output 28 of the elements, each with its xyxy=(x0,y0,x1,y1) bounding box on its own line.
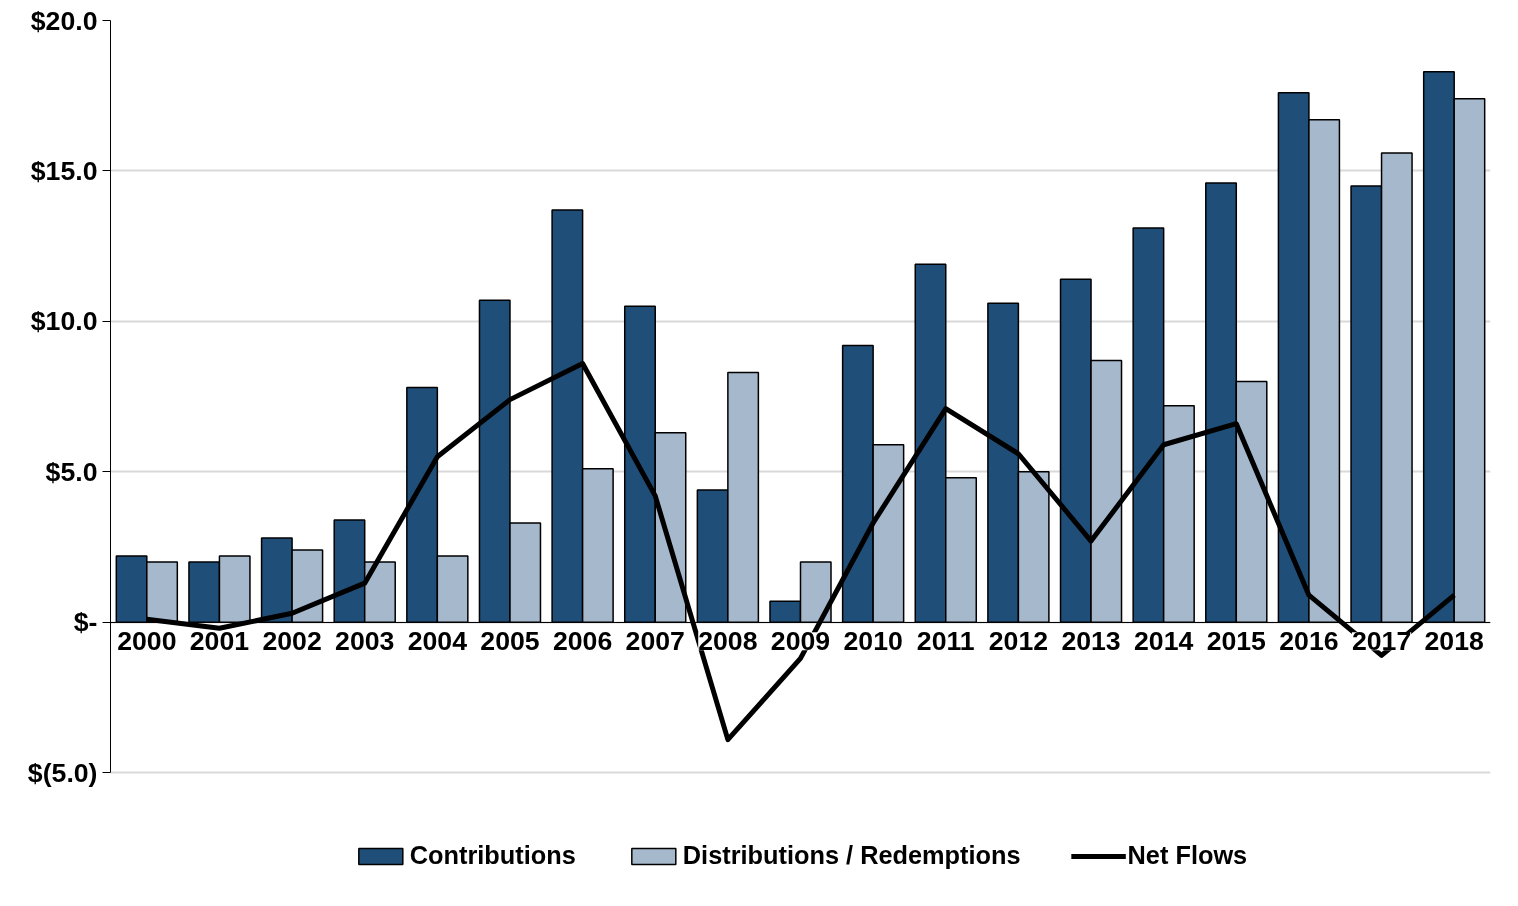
legend-label: Distributions / Redemptions xyxy=(682,841,1021,870)
x-tick-label: 2009 xyxy=(770,626,831,657)
legend-label: Contributions xyxy=(409,841,576,870)
x-tick-label: 2012 xyxy=(988,626,1049,657)
x-tick-label: 2010 xyxy=(843,626,903,657)
x-tick-label: 2013 xyxy=(1061,626,1121,657)
x-tick-label: 2002 xyxy=(262,626,322,657)
x-tick-label: 2008 xyxy=(698,626,758,657)
x-tick-label: 2004 xyxy=(407,626,468,657)
x-tick-label: 2016 xyxy=(1279,626,1339,657)
legend-label: Net Flows xyxy=(1127,841,1248,870)
x-tick-label: 2001 xyxy=(189,626,250,657)
y-tick-label: $(5.0) xyxy=(27,757,98,788)
x-tick-label: 2011 xyxy=(916,626,975,657)
y-tick-label: $- xyxy=(73,607,98,638)
x-tick-label: 2006 xyxy=(552,626,613,657)
y-tick-label: $20.0 xyxy=(30,5,98,36)
x-tick-label: 2005 xyxy=(480,626,540,657)
x-tick-label: 2015 xyxy=(1206,626,1267,657)
x-tick-label: 2018 xyxy=(1424,626,1484,657)
y-tick-label: $5.0 xyxy=(45,456,98,487)
x-tick-label: 2000 xyxy=(117,626,177,657)
y-tick-label: $15.0 xyxy=(30,155,98,186)
x-tick-label: 2003 xyxy=(335,626,395,657)
x-tick-label: 2007 xyxy=(625,626,685,657)
x-tick-label: 2014 xyxy=(1134,626,1194,657)
y-tick-label: $10.0 xyxy=(30,306,98,337)
x-tick-label: 2017 xyxy=(1351,626,1412,657)
